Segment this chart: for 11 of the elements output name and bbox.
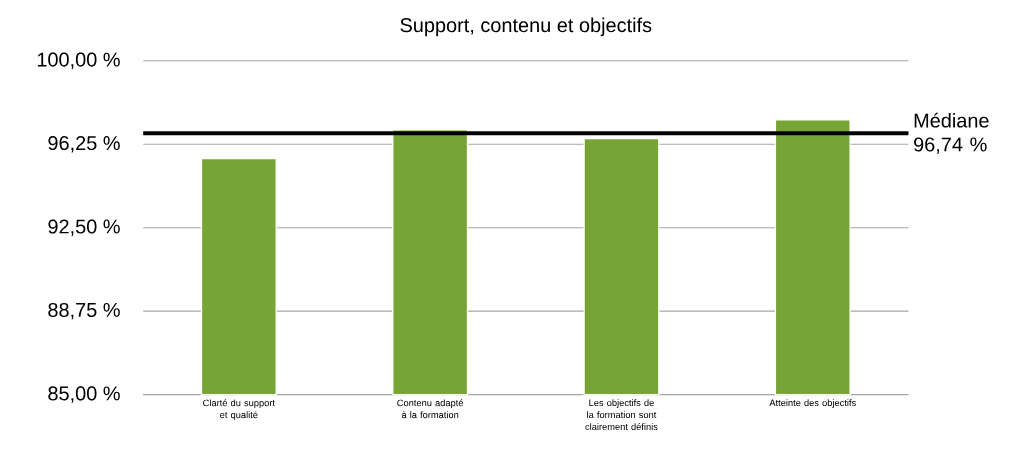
y-tick-label: 88,75 % xyxy=(48,302,120,320)
y-tick-label: 92,50 % xyxy=(48,219,120,236)
ref-line-label: Médiane 96,74 % xyxy=(914,112,989,154)
x-tick-label: Clarté du support et qualité xyxy=(203,399,275,420)
chart-title: Support, contenu et objectifs xyxy=(400,17,652,36)
y-tick-label: 85,00 % xyxy=(48,386,120,403)
y-tick-label: 100,00 % xyxy=(37,52,120,69)
x-tick-label: Les objectifs de la formation sont clairement définis xyxy=(585,399,658,430)
x-tick-label: Contenu adapté à la formation xyxy=(397,399,464,418)
y-tick-label: 96,25 % xyxy=(48,135,120,153)
x-tick-label: Atteinte des objectifs xyxy=(769,399,856,408)
